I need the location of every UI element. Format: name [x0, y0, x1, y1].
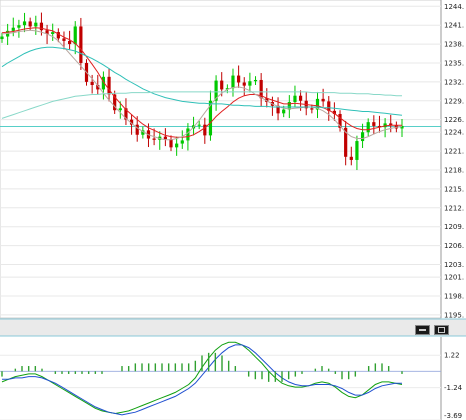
candle-body	[22, 21, 27, 26]
minimize-icon	[419, 329, 426, 331]
candle-body	[79, 26, 83, 63]
candle-body	[208, 100, 213, 136]
candle-body	[62, 38, 66, 41]
candle-body	[56, 32, 60, 39]
candle-body	[293, 95, 297, 103]
candle-body	[400, 125, 404, 129]
y-tick-label: 1195.	[444, 311, 464, 319]
candle-body	[253, 79, 258, 82]
candle-body	[220, 80, 224, 90]
oscillator-plot-frame	[0, 337, 441, 420]
panel-maximize-button[interactable]	[434, 325, 449, 335]
candle-body	[203, 124, 207, 136]
main-plot-frame	[0, 0, 442, 319]
y-tick-label: 1215.	[444, 185, 464, 193]
candle-body	[141, 130, 145, 135]
maximize-icon	[438, 327, 445, 333]
candle-body	[113, 94, 117, 111]
candle-body	[68, 40, 72, 45]
candle-body	[282, 109, 286, 114]
candle-body	[355, 141, 359, 160]
candle-body	[28, 21, 32, 27]
oscillator-tick-label: -1.24	[444, 384, 463, 392]
candle-body	[180, 140, 184, 144]
moving-average-line	[1, 46, 403, 116]
candle-body	[383, 123, 387, 128]
y-tick-label: 1232.	[444, 78, 464, 86]
y-tick-label: 1212.	[444, 204, 464, 212]
candle-body	[338, 113, 342, 128]
candle-body	[372, 122, 376, 126]
candle-body	[276, 105, 280, 114]
candle-body	[175, 143, 179, 148]
panel-minimize-button[interactable]	[415, 325, 430, 335]
y-tick-label: 1221.	[444, 148, 464, 156]
candle-body	[360, 132, 365, 142]
oscillator-tick-label: -3.69	[444, 412, 462, 420]
candle-body	[225, 88, 229, 90]
candle-body	[101, 76, 106, 90]
candle-body	[344, 127, 348, 157]
candle-body	[231, 75, 235, 89]
candle-body	[0, 36, 4, 40]
candle-body	[248, 81, 252, 86]
moving-average-line	[1, 29, 403, 141]
oscillator-tick-label: 1.22	[444, 352, 460, 360]
panel-separator	[0, 319, 466, 336]
y-tick-label: 1235.	[444, 59, 464, 67]
moving-average-line	[1, 91, 402, 119]
candle-body	[315, 98, 320, 110]
y-tick-label: 1218.	[444, 167, 464, 175]
candle-body	[259, 79, 263, 99]
candle-body	[11, 27, 15, 31]
candle-body	[332, 110, 336, 114]
candle-body	[118, 108, 122, 111]
y-tick-label: 1203.	[444, 261, 464, 269]
candle-body	[287, 102, 291, 110]
candle-body	[389, 123, 393, 126]
y-tick-label: 1206.	[444, 242, 464, 250]
candle-body	[169, 139, 173, 148]
candle-body	[186, 128, 190, 141]
candle-body	[17, 25, 21, 28]
candle-body	[321, 98, 325, 102]
candle-body	[366, 122, 370, 133]
candle-body	[129, 119, 134, 125]
candle-body	[237, 75, 241, 83]
candle-body	[45, 30, 49, 35]
candle-body	[163, 136, 167, 140]
candle-body	[51, 32, 55, 35]
oscillator-line	[2, 344, 402, 416]
candle-body	[349, 156, 353, 160]
moving-average-line	[1, 27, 402, 138]
y-tick-label: 1224.	[444, 129, 464, 137]
y-tick-label: 1238.	[444, 41, 464, 49]
y-tick-label: 1226.	[444, 116, 464, 124]
candle-body	[327, 101, 331, 111]
candle-body	[298, 95, 303, 101]
candle-body	[34, 22, 38, 27]
y-tick-label: 1209.	[444, 223, 464, 231]
candle-body	[96, 85, 100, 90]
candle-body	[214, 80, 218, 101]
y-tick-label: 1241.	[444, 22, 464, 30]
y-tick-label: 1244.	[444, 3, 464, 11]
candle-body	[124, 108, 128, 120]
candle-body	[265, 98, 269, 103]
y-tick-label: 1201.	[444, 274, 464, 282]
y-tick-label: 1198.	[444, 292, 464, 300]
candle-body	[197, 124, 201, 126]
candle-body	[310, 108, 314, 110]
candle-body	[73, 26, 77, 45]
candle-body	[39, 22, 44, 31]
candle-body	[135, 124, 139, 135]
candle-body	[377, 125, 382, 128]
y-tick-label: 1229.	[444, 97, 464, 105]
candle-body	[107, 76, 111, 95]
candle-body	[90, 81, 94, 86]
candle-body	[242, 82, 246, 86]
candle-body	[152, 138, 156, 140]
